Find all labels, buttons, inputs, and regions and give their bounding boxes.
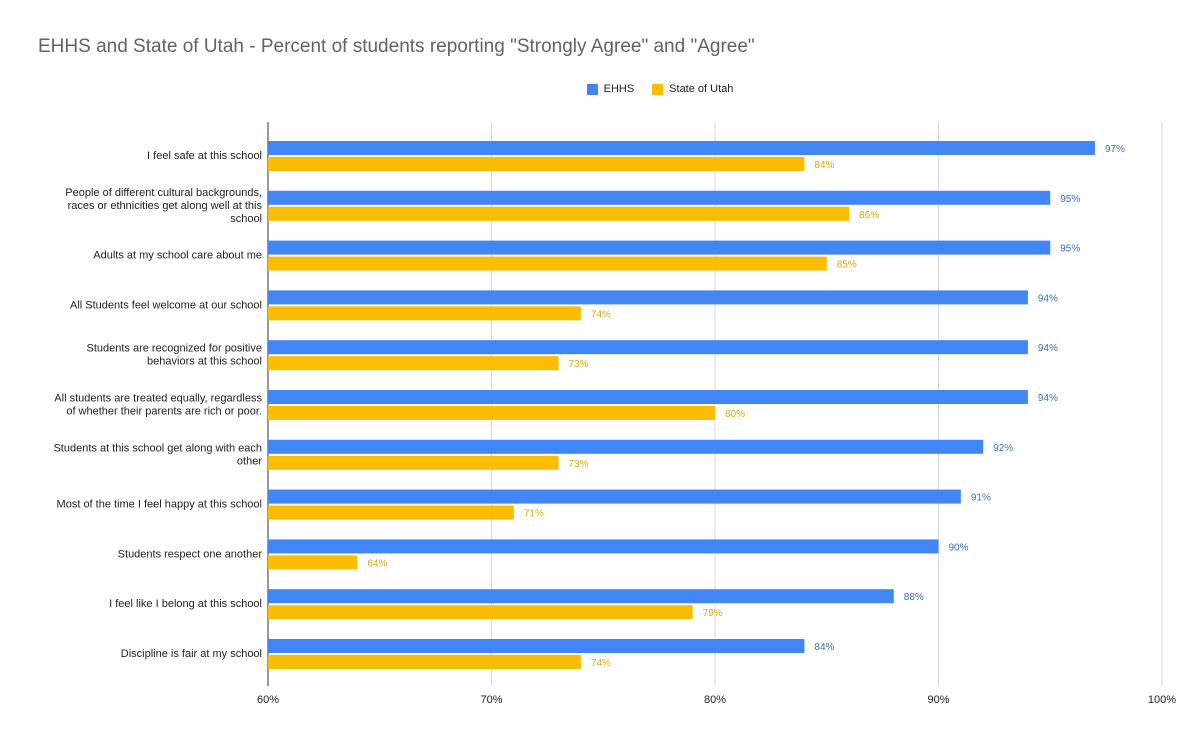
bar-utah-8 xyxy=(268,555,358,570)
legend: EHHS State of Utah xyxy=(0,83,1200,95)
category-label-5-line-0: All students are treated equally, regard… xyxy=(54,393,262,405)
legend-item-ehhs: EHHS xyxy=(467,83,635,95)
category-label-4-line-1: behaviors at this school xyxy=(147,356,262,368)
bar-utah-7 xyxy=(268,505,514,520)
bar-ehhs-6 xyxy=(268,439,984,454)
legend-item-utah: State of Utah xyxy=(652,83,733,95)
data-label-utah-3: 74% xyxy=(591,309,611,320)
bar-utah-9 xyxy=(268,605,693,620)
category-label-3: All Students feel welcome at our school xyxy=(70,299,262,311)
x-tick-label-3: 90% xyxy=(927,694,949,706)
category-label-8: Students respect one another xyxy=(118,548,263,560)
bar-ehhs-3 xyxy=(268,290,1028,305)
bar-utah-6 xyxy=(268,455,559,470)
data-label-ehhs-0: 97% xyxy=(1105,144,1125,155)
data-label-ehhs-9: 88% xyxy=(904,592,924,603)
data-label-utah-6: 73% xyxy=(569,459,589,470)
bar-ehhs-9 xyxy=(268,589,894,604)
bar-ehhs-7 xyxy=(268,489,961,504)
data-label-ehhs-6: 92% xyxy=(993,443,1013,454)
bar-ehhs-4 xyxy=(268,340,1028,355)
data-label-utah-10: 74% xyxy=(591,658,611,669)
legend-label-utah: State of Utah xyxy=(669,83,734,95)
bar-utah-5 xyxy=(268,406,715,420)
data-label-utah-0: 84% xyxy=(814,160,834,171)
x-tick-label-1: 70% xyxy=(480,694,502,706)
bar-utah-0 xyxy=(268,157,805,171)
category-label-6-line-0: Students at this school get along with e… xyxy=(53,442,262,454)
data-label-utah-1: 86% xyxy=(859,210,879,221)
category-label-1-line-2: school xyxy=(230,213,262,225)
category-label-0: I feel safe at this school xyxy=(147,150,262,162)
data-label-ehhs-2: 95% xyxy=(1060,244,1080,255)
data-label-ehhs-10: 84% xyxy=(814,642,834,653)
legend-label-ehhs: EHHS xyxy=(603,83,635,95)
data-label-ehhs-3: 94% xyxy=(1038,293,1058,304)
data-label-ehhs-1: 95% xyxy=(1060,194,1080,205)
data-label-ehhs-7: 91% xyxy=(971,493,991,504)
data-label-utah-5: 80% xyxy=(725,409,745,420)
data-label-ehhs-5: 94% xyxy=(1038,393,1058,404)
bar-utah-10 xyxy=(268,655,581,669)
x-tick-label-4: 100% xyxy=(1148,694,1176,706)
bar-ehhs-2 xyxy=(268,240,1051,255)
bar-ehhs-8 xyxy=(268,539,939,554)
category-label-9: I feel like I belong at this school xyxy=(109,598,262,610)
category-label-1-line-0: People of different cultural backgrounds… xyxy=(65,187,262,199)
category-label-2: Adults at my school care about me xyxy=(93,250,262,262)
legend-swatch-utah xyxy=(652,83,664,95)
category-label-1-line-1: races or ethnicities get along well at t… xyxy=(68,200,263,212)
category-label-4-line-0: Students are recognized for positive xyxy=(87,343,263,355)
category-label-7: Most of the time I feel happy at this sc… xyxy=(57,499,262,511)
bar-ehhs-10 xyxy=(268,639,805,653)
bar-utah-3 xyxy=(268,306,581,321)
data-label-ehhs-4: 94% xyxy=(1038,343,1058,354)
data-label-utah-9: 79% xyxy=(703,608,723,619)
data-label-utah-7: 71% xyxy=(524,509,544,520)
data-label-ehhs-8: 90% xyxy=(949,542,969,553)
legend-swatch-ehhs xyxy=(586,83,598,95)
x-tick-label-0: 60% xyxy=(257,694,279,706)
data-label-utah-4: 73% xyxy=(569,359,589,370)
chart-title: EHHS and State of Utah - Percent of stud… xyxy=(38,36,755,57)
x-tick-label-2: 80% xyxy=(704,694,726,706)
bar-utah-4 xyxy=(268,356,559,371)
bar-ehhs-5 xyxy=(268,390,1028,404)
category-label-10: Discipline is fair at my school xyxy=(121,648,262,660)
category-label-5-line-1: of whether their parents are rich or poo… xyxy=(66,406,262,418)
bar-ehhs-0 xyxy=(268,141,1095,155)
bar-ehhs-1 xyxy=(268,190,1051,205)
data-label-utah-8: 64% xyxy=(367,558,387,569)
data-label-utah-2: 85% xyxy=(837,260,857,271)
category-label-6-line-1: other xyxy=(237,455,262,467)
bar-utah-2 xyxy=(268,256,827,271)
bar-utah-1 xyxy=(268,206,850,221)
